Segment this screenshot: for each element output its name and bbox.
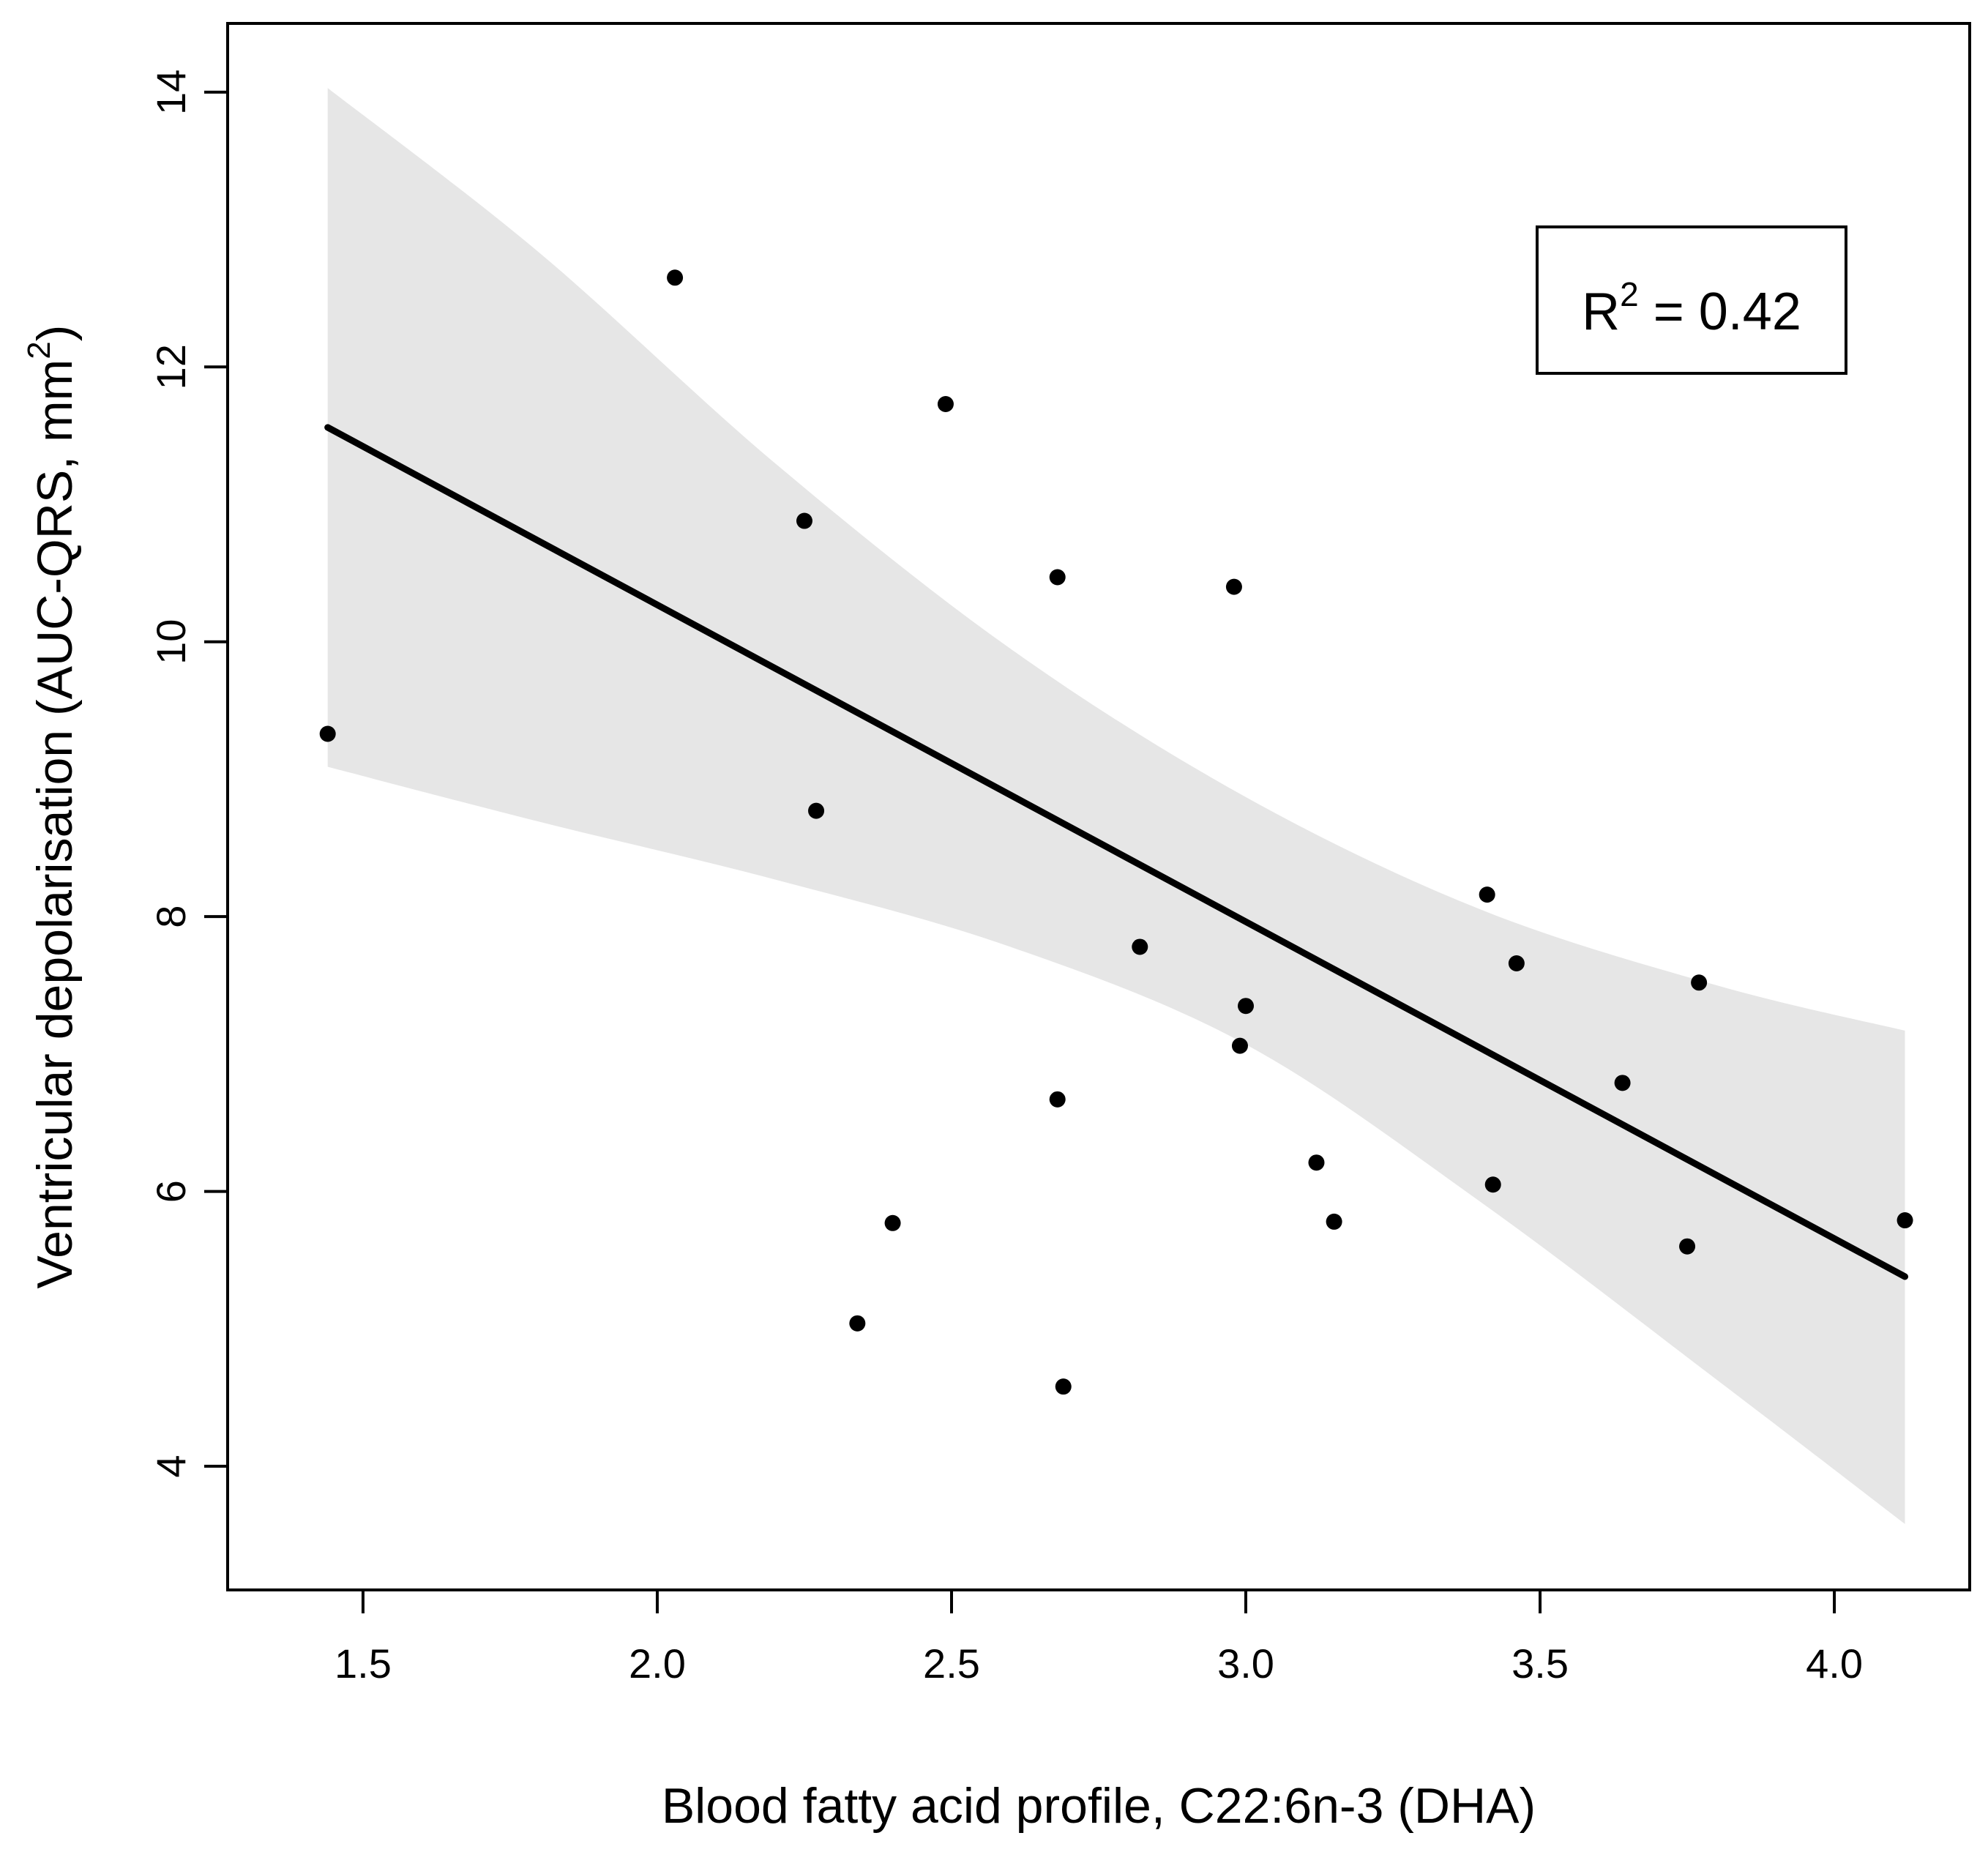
r-squared-value: = 0.42 (1639, 283, 1801, 341)
y-axis-title: Ventricular depolarisation (AUC-QRS, mm2… (21, 325, 83, 1289)
x-tick-label: 2.0 (629, 1640, 686, 1687)
data-point (1479, 886, 1495, 903)
data-point (1055, 1378, 1072, 1395)
data-point (1484, 1176, 1501, 1193)
data-point (796, 512, 812, 529)
data-point (849, 1315, 866, 1332)
data-point (937, 395, 954, 412)
y-axis-title-main: Ventricular depolarisation (AUC-QRS, mm (27, 359, 83, 1289)
r-squared-annotation: R2 = 0.42 (1536, 225, 1847, 375)
r-squared-text: R2 = 0.42 (1582, 275, 1801, 341)
r-squared-box (1536, 225, 1847, 375)
x-tick-label: 1.5 (335, 1640, 392, 1687)
r-squared-label: R (1582, 283, 1620, 341)
confidence-band-layer (327, 88, 1905, 1524)
data-point (319, 725, 336, 742)
data-point (1614, 1075, 1631, 1091)
y-axis-title-superscript: 2 (21, 341, 57, 359)
data-point (808, 802, 825, 819)
data-point (1308, 1154, 1325, 1171)
data-point (1238, 998, 1255, 1015)
y-tick-label: 4 (148, 1455, 194, 1477)
y-axis: 4 6 8 10 12 14 (148, 70, 228, 1478)
data-point (1679, 1238, 1696, 1255)
confidence-band (327, 88, 1905, 1524)
data-point (1231, 1037, 1248, 1054)
x-tick-label: 2.5 (923, 1640, 980, 1687)
y-tick-label: 10 (148, 619, 194, 665)
data-point (884, 1214, 901, 1231)
y-tick-label: 14 (148, 70, 194, 115)
data-point (1897, 1212, 1913, 1229)
data-point (1225, 578, 1242, 595)
r-squared-superscript: 2 (1620, 275, 1639, 313)
y-axis-title-close: ) (27, 325, 83, 342)
x-axis-title: Blood fatty acid profile, C22:6n-3 (DHA) (662, 1778, 1536, 1834)
data-point (1049, 569, 1066, 586)
x-axis: 1.5 2.0 2.5 3.0 3.5 4.0 (335, 1590, 1863, 1687)
regression-line-layer (324, 424, 1909, 1280)
data-point (1049, 1091, 1066, 1108)
x-tick-label: 3.0 (1217, 1640, 1274, 1687)
data-point (1326, 1213, 1342, 1230)
regression-line (324, 424, 1909, 1280)
data-point (667, 269, 684, 286)
y-tick-label: 8 (148, 906, 194, 928)
data-point (1508, 955, 1525, 971)
data-points-layer (319, 269, 1913, 1395)
y-tick-label: 6 (148, 1180, 194, 1203)
plot-frame (226, 22, 1971, 1591)
data-point (1132, 938, 1148, 955)
x-tick-label: 4.0 (1806, 1640, 1863, 1687)
y-tick-label: 12 (148, 344, 194, 389)
data-point (1691, 974, 1708, 991)
x-tick-label: 3.5 (1511, 1640, 1569, 1687)
